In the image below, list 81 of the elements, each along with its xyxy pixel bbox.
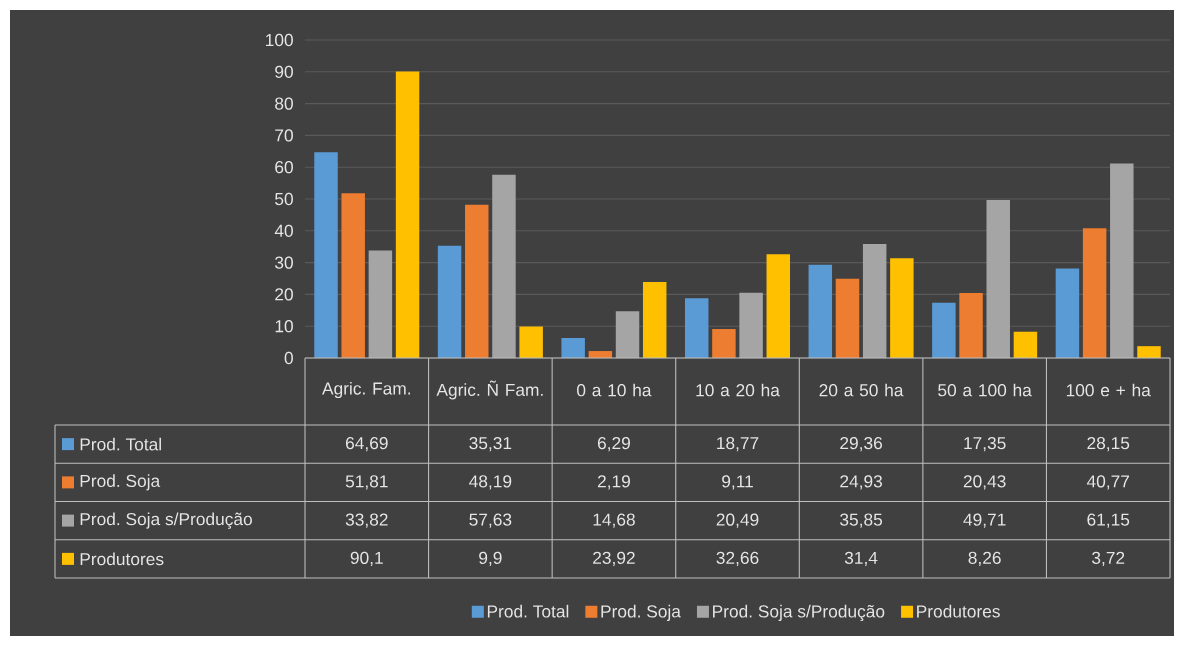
bar <box>341 193 365 358</box>
y-tick-label: 0 <box>284 351 293 365</box>
legend-label: Prod. Total <box>80 437 161 451</box>
bar <box>615 311 640 358</box>
data-label: 40,77 <box>1086 475 1130 490</box>
data-label: 17,35 <box>964 436 1006 452</box>
x-tick-label: 20 a 50 ha <box>819 383 904 397</box>
bar <box>368 250 393 358</box>
bar <box>739 292 763 358</box>
x-tick-label: Agric. Fam. <box>322 381 410 399</box>
y-tick-label: 80 <box>275 97 293 110</box>
data-label: 3,72 <box>1092 551 1125 567</box>
bar <box>437 245 462 358</box>
data-label: 35,85 <box>840 513 883 528</box>
y-tick-label: 20 <box>275 288 293 301</box>
data-label: 9,9 <box>479 551 502 567</box>
bar <box>1013 331 1038 358</box>
data-label: 8,26 <box>968 551 1001 567</box>
y-tick-label: 70 <box>275 129 293 142</box>
bar <box>1055 268 1080 358</box>
bar <box>684 298 709 358</box>
x-tick-label: 50 a 100 ha <box>938 383 1032 397</box>
data-label: 49,71 <box>963 513 1006 528</box>
y-tick-label: 10 <box>275 320 293 333</box>
bar <box>808 264 833 358</box>
data-label: 64,69 <box>345 436 388 452</box>
text: Prod. Soja <box>601 604 681 621</box>
data-label: 6,29 <box>597 436 630 452</box>
data-label: 33,82 <box>345 513 388 528</box>
data-label: 31,4 <box>844 551 878 567</box>
y-tick-label: 30 <box>275 256 293 269</box>
bar <box>395 71 420 358</box>
data-label: 18,77 <box>717 436 759 452</box>
bar <box>862 243 887 358</box>
bar <box>492 174 516 358</box>
bar <box>561 338 585 358</box>
y-tick-label: 100 <box>266 33 293 47</box>
data-label: 20,43 <box>963 475 1006 490</box>
x-tick-label: Agric. Ñ Fam. <box>436 380 543 400</box>
x-tick-label: 10 a 20 ha <box>696 383 780 397</box>
data-label: 9,11 <box>722 475 753 490</box>
bar <box>1110 163 1134 358</box>
bar <box>1137 346 1161 358</box>
data-label: 23,92 <box>593 551 635 567</box>
bar <box>766 254 791 358</box>
bar <box>986 199 1010 358</box>
y-tick-label: 50 <box>275 192 293 206</box>
data-label: 90,1 <box>350 551 383 567</box>
legend-label: Produtores <box>917 604 1000 618</box>
x-tick-label: 100 e + ha <box>1066 383 1151 397</box>
data-label: 61,15 <box>1087 513 1130 528</box>
text: Prod. Total <box>487 604 569 618</box>
data-label: 32,66 <box>716 551 759 567</box>
data-label: 14,68 <box>593 513 635 528</box>
legend-label: Prod. Soja <box>80 474 161 491</box>
y-tick-label: 40 <box>274 224 293 237</box>
bar <box>519 326 543 358</box>
data-label: 24,93 <box>840 475 883 490</box>
data-label: 35,31 <box>469 436 512 452</box>
data-label: 51,81 <box>345 475 388 490</box>
bar <box>932 302 956 358</box>
bar <box>642 281 667 358</box>
data-label: 57,63 <box>469 513 512 528</box>
data-label: 28,15 <box>1087 436 1130 452</box>
bar <box>314 152 338 358</box>
legend-label: Prod. Soja s/Produção <box>80 512 252 529</box>
bar <box>835 278 860 358</box>
bar <box>1082 228 1107 358</box>
bar <box>890 258 914 358</box>
bar <box>959 293 983 358</box>
bar <box>465 204 489 358</box>
y-tick-label: 60 <box>275 161 293 174</box>
text: Produtores <box>80 552 164 566</box>
x-tick-label: 0 a 10 ha <box>577 383 652 397</box>
data-label: 20,49 <box>716 513 759 528</box>
text: Prod. Soja s/Produção <box>713 604 885 622</box>
y-tick-label: 90 <box>275 65 293 78</box>
bar <box>712 329 736 358</box>
data-label: 29,36 <box>840 436 883 452</box>
data-label: 48,19 <box>469 475 512 490</box>
data-label: 2,19 <box>597 475 630 490</box>
